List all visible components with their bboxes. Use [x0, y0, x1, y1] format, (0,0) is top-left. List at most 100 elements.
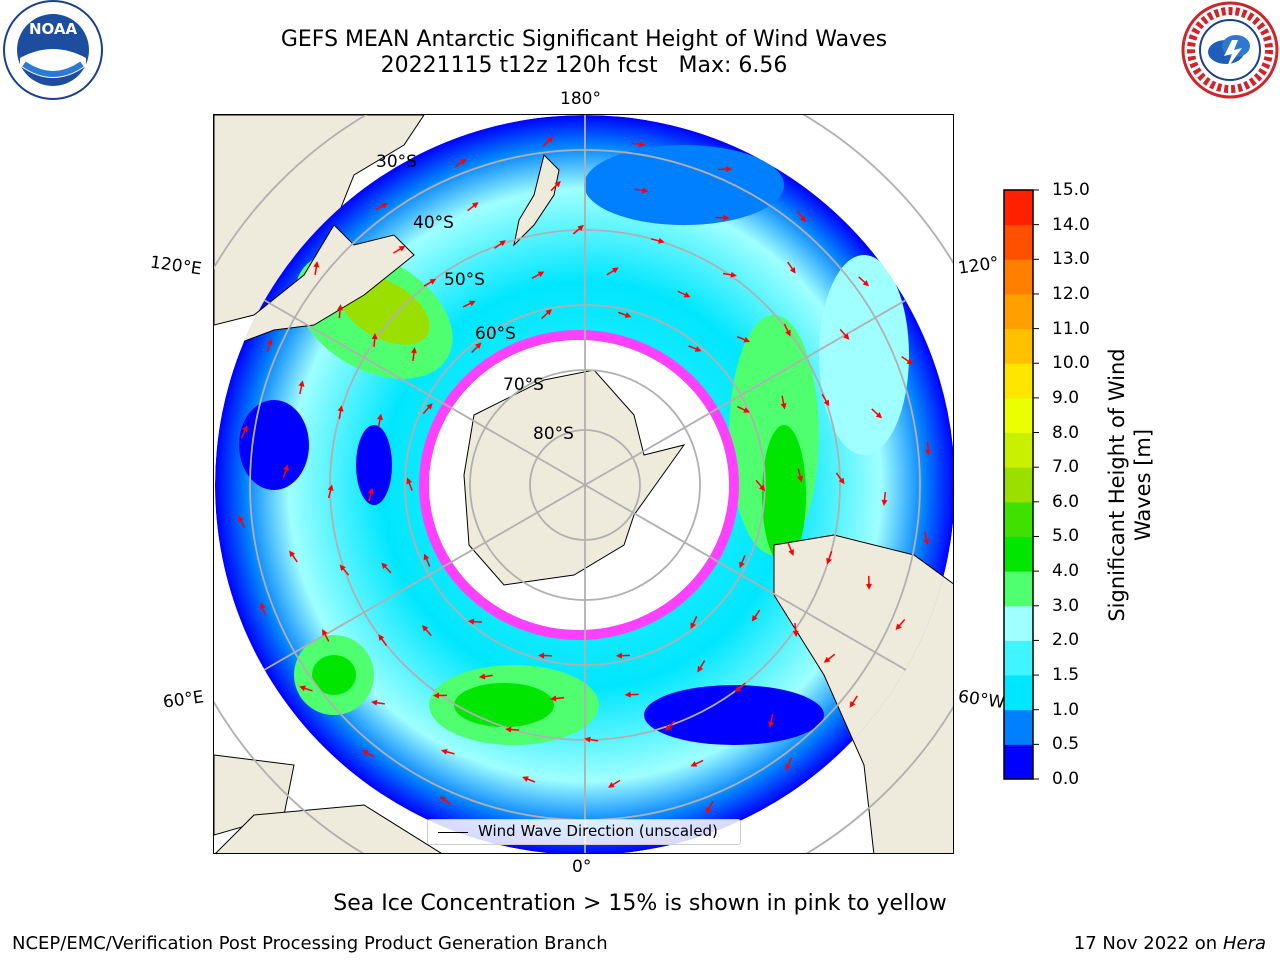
sea-ice-edge: [419, 330, 739, 640]
wind-wave-arrow: [313, 261, 320, 276]
colorbar-segment: [1004, 640, 1033, 676]
wind-wave-arrow: [690, 759, 704, 767]
colorbar-label-line-1: Significant Height of Wind: [1105, 348, 1129, 622]
wind-wave-arrow: [371, 333, 378, 348]
wind-wave-arrow: [797, 468, 804, 483]
wind-wave-arrow: [550, 695, 565, 702]
wind-wave-arrow: [736, 335, 751, 343]
wind-wave-arrow: [839, 328, 850, 340]
colorbar-tick-label: 6.0: [1052, 491, 1080, 512]
polar-map: [214, 115, 953, 853]
legend-label: Wind Wave Direction (unscaled): [478, 822, 718, 840]
wind-wave-arrow: [688, 345, 702, 352]
wind-wave-arrow: [375, 202, 388, 211]
wind-wave-arrow: [259, 602, 267, 616]
graticule: [214, 115, 953, 853]
wind-wave-arrow: [471, 342, 482, 354]
wind-wave-arrow: [624, 691, 639, 698]
colorbar-segment: [1004, 536, 1033, 572]
wind-wave-arrow: [865, 575, 872, 590]
lat-label-70s: 70°S: [503, 375, 544, 395]
wind-wave-arrow: [835, 472, 845, 485]
wind-wave-arrow: [615, 652, 630, 659]
colorbar-segment: [1004, 190, 1033, 226]
wind-wave-arrow: [550, 180, 561, 192]
wind-wave-arrow: [849, 695, 858, 708]
wind-wave-arrow: [370, 699, 385, 706]
wind-wave-arrow: [433, 692, 448, 699]
wind-wave-arrow: [792, 622, 799, 637]
footer-date: 17 Nov 2022 on Hera: [1074, 933, 1266, 954]
colorbar-label: Significant Height of Wind Waves [m]: [1104, 348, 1156, 621]
wind-wave-arrow: [238, 515, 246, 529]
wind-wave-arrow: [690, 616, 698, 630]
wind-wave-arrow: [717, 166, 732, 173]
colorbar-segment: [1004, 328, 1033, 364]
wind-wave-arrow: [606, 267, 619, 276]
lon-label-60w: 60°W: [956, 686, 1007, 714]
wind-wave-arrow: [439, 796, 452, 805]
colorbar-segment: [1004, 501, 1033, 537]
wind-wave-arrow: [240, 425, 248, 439]
wind-wave-arrow: [392, 245, 406, 254]
colorbar-segment: [1004, 293, 1033, 330]
wind-wave-arrows: [238, 136, 932, 832]
lon-label-120e: 120°E: [148, 252, 203, 280]
colorbar-tick-label: 1.5: [1052, 665, 1080, 686]
wind-wave-arrow: [925, 441, 932, 456]
wind-wave-arrow: [858, 276, 870, 287]
map-frame: [213, 114, 954, 854]
lat-label-40s: 40°S: [413, 213, 454, 233]
colorbar-tick-label: 2.0: [1052, 630, 1080, 651]
wind-wave-arrow: [367, 487, 374, 502]
wind-wave-arrow: [734, 682, 746, 693]
new-zealand: [513, 154, 560, 247]
colorbar-segment: [1004, 571, 1033, 607]
lon-label-180: 180°: [560, 89, 601, 109]
wind-wave-arrow: [522, 776, 536, 783]
colorbar-segment: [1004, 605, 1033, 641]
lat-label-60s: 60°S: [475, 324, 516, 344]
footer-host: Hera: [1222, 933, 1266, 954]
wind-wave-arrow: [422, 625, 432, 637]
wind-wave-arrow: [322, 629, 330, 642]
wind-wave-arrow: [677, 290, 691, 298]
wind-wave-arrow: [410, 347, 417, 362]
wind-wave-arrow: [422, 403, 433, 415]
wind-wave-arrow: [787, 542, 794, 556]
wind-wave-arrow: [881, 491, 888, 506]
map-title: GEFS MEAN Antarctic Significant Height o…: [280, 27, 888, 52]
wind-wave-arrow: [289, 550, 298, 563]
wind-wave-arrow: [423, 553, 431, 567]
colorbar-tick-label: 12.0: [1052, 283, 1090, 304]
lat-label-80s: 80°S: [533, 424, 574, 444]
wind-wave-arrow: [538, 652, 553, 659]
colorbar-tick-label: 14.0: [1052, 214, 1090, 235]
wind-wave-arrow: [327, 484, 334, 499]
lat-label-50s: 50°S: [444, 270, 485, 290]
wind-wave-arrow: [440, 748, 455, 755]
wind-wave-arrow: [542, 136, 554, 147]
wind-wave-arrow: [266, 338, 273, 352]
legend-line-sample: [438, 832, 468, 833]
wind-wave-arrow: [423, 278, 437, 287]
lat-label-30s: 30°S: [376, 152, 417, 172]
wind-wave-arrow: [531, 271, 545, 279]
wind-wave-arrow: [780, 395, 787, 410]
colorbar-tick-label: 13.0: [1052, 249, 1090, 270]
wind-wave-arrow: [467, 618, 482, 625]
map-legend: Wind Wave Direction (unscaled): [427, 819, 741, 845]
wind-wave-arrow: [736, 405, 750, 413]
colorbar-label-line-2: Waves [m]: [1131, 428, 1155, 542]
colorbar-tick-label: 8.0: [1052, 422, 1080, 443]
wind-wave-arrow: [541, 308, 552, 320]
wind-wave-arrow: [478, 673, 493, 680]
noaa-logo: NOAA: [3, 0, 103, 100]
colorbar-tick-label: 3.0: [1052, 595, 1080, 616]
colorbar-segment: [1004, 709, 1033, 745]
wind-wave-arrow: [796, 210, 807, 223]
wind-wave-arrow: [823, 653, 836, 663]
wind-wave-arrow: [494, 240, 506, 249]
colorbar-segment: [1004, 224, 1033, 260]
lon-label-120w: 120°: [956, 253, 1001, 279]
